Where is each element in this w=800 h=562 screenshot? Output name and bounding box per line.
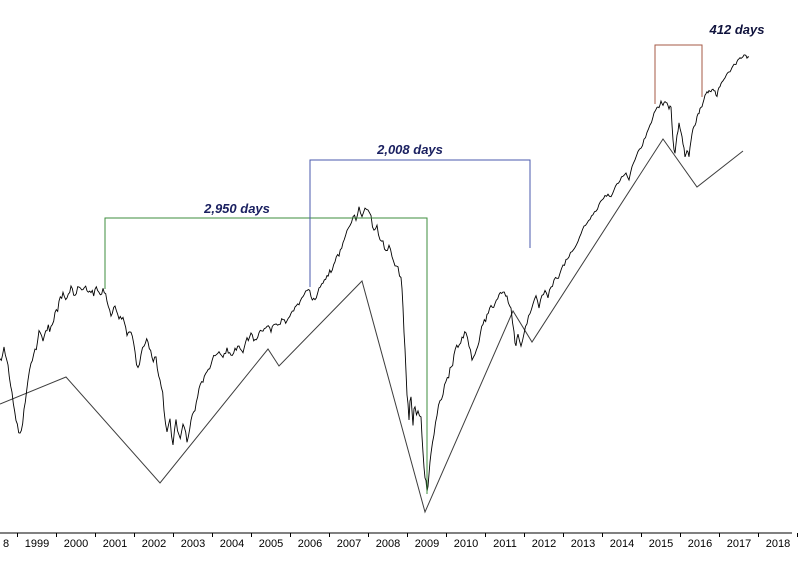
- zigzag-series-line: [0, 138, 744, 514]
- x-axis-year-label: 2001: [103, 538, 127, 550]
- x-axis-year-label: 1999: [25, 538, 49, 550]
- x-axis-year-label: 2012: [532, 538, 556, 550]
- drought-2950-label: 2,950 days: [203, 201, 270, 216]
- x-axis-year-label: 2011: [493, 538, 517, 550]
- x-axis-year-label: 2002: [142, 538, 166, 550]
- x-axis-year-label: 2016: [688, 538, 712, 550]
- drought-brackets-group: 2,950 days 2,008 days 412 days: [104, 22, 765, 494]
- x-axis-year-label: 2005: [259, 538, 283, 550]
- x-axis-year-label: 2003: [181, 538, 205, 550]
- drought-412-label: 412 days: [709, 22, 765, 37]
- drought-2950: 2,950 days: [104, 201, 428, 494]
- x-axis-year-label: 2006: [298, 538, 322, 550]
- x-axis-year-label: 2004: [220, 538, 244, 550]
- x-axis-year-label: 2014: [610, 538, 634, 550]
- x-axis-year-label: 2013: [571, 538, 595, 550]
- x-axis-year-label: 2010: [454, 538, 478, 550]
- x-axis-year-label: 2008: [376, 538, 400, 550]
- x-axis-group: 8 1999 2000 2001 2002 2003 2004 2005 2006 2007 200…: [0, 532, 798, 550]
- x-axis-year-label: 2018: [766, 538, 790, 550]
- drought-2950-bracket-line: [104, 217, 428, 494]
- drought-2008: 2,008 days: [309, 142, 531, 287]
- x-axis-year-label: 2017: [727, 538, 751, 550]
- x-axis-year-label: 2015: [649, 538, 673, 550]
- drought-2008-label: 2,008 days: [376, 142, 443, 157]
- x-axis-year-label: 2007: [337, 538, 361, 550]
- drought-412: 412 days: [654, 22, 765, 104]
- drought-412-bracket-line: [654, 44, 703, 104]
- x-axis-year-label: 2000: [64, 538, 88, 550]
- x-axis-year-label: 2009: [415, 538, 439, 550]
- drought-2008-bracket-line: [309, 159, 531, 287]
- x-axis-year-label-partial: 8: [3, 538, 9, 550]
- trend-zigzag-line-group: [0, 138, 744, 514]
- price-line-group: [0, 54, 750, 492]
- price-series-line: [0, 54, 750, 492]
